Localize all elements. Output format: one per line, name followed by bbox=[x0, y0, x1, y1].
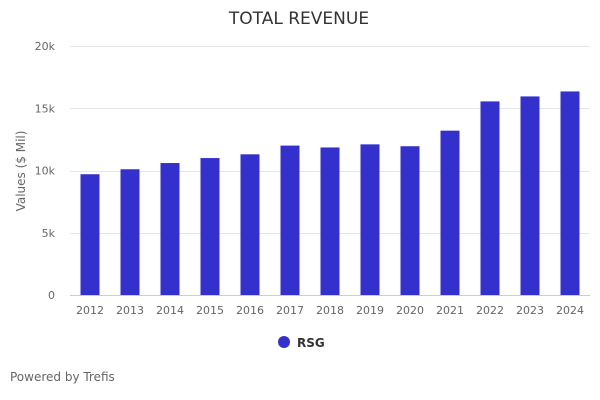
y-tick-label: 15k bbox=[35, 102, 56, 115]
y-tick-label: 20k bbox=[35, 40, 56, 53]
x-tick-label: 2023 bbox=[516, 304, 544, 317]
y-axis-label: Values ($ Mil) bbox=[14, 131, 28, 212]
x-tick-label: 2019 bbox=[356, 304, 384, 317]
legend[interactable]: RSG bbox=[278, 336, 325, 350]
x-tick-label: 2024 bbox=[556, 304, 584, 317]
bar-2023[interactable] bbox=[520, 96, 540, 295]
bar-2021[interactable] bbox=[440, 130, 460, 295]
x-tick-label: 2021 bbox=[436, 304, 464, 317]
bars bbox=[80, 91, 580, 295]
powered-by-footer[interactable]: Powered by Trefis bbox=[10, 370, 115, 384]
y-axis-ticks: 0 5k 10k 15k 20k bbox=[35, 40, 56, 302]
legend-label-rsg[interactable]: RSG bbox=[297, 336, 325, 350]
bar-2017[interactable] bbox=[280, 145, 300, 295]
x-tick-label: 2017 bbox=[276, 304, 304, 317]
x-tick-label: 2014 bbox=[156, 304, 184, 317]
bar-2022[interactable] bbox=[480, 101, 500, 295]
y-tick-label: 0 bbox=[48, 289, 55, 302]
bar-2014[interactable] bbox=[160, 163, 180, 295]
bar-2019[interactable] bbox=[360, 144, 380, 295]
x-tick-label: 2016 bbox=[236, 304, 264, 317]
x-tick-label: 2022 bbox=[476, 304, 504, 317]
bar-2018[interactable] bbox=[320, 147, 340, 295]
x-axis-ticks: 2012 2013 2014 2015 2016 2017 2018 2019 2020 2021… bbox=[76, 304, 584, 317]
bar-2015[interactable] bbox=[200, 158, 220, 295]
x-tick-label: 2012 bbox=[76, 304, 104, 317]
x-tick-label: 2020 bbox=[396, 304, 424, 317]
bar-2016[interactable] bbox=[240, 154, 260, 295]
bar-2024[interactable] bbox=[560, 91, 580, 295]
y-tick-label: 10k bbox=[35, 165, 56, 178]
y-tick-label: 5k bbox=[42, 227, 56, 240]
bar-2012[interactable] bbox=[80, 174, 100, 295]
bar-2013[interactable] bbox=[120, 169, 140, 295]
x-tick-label: 2013 bbox=[116, 304, 144, 317]
legend-swatch-rsg[interactable] bbox=[278, 336, 290, 348]
x-tick-label: 2015 bbox=[196, 304, 224, 317]
bar-2020[interactable] bbox=[400, 146, 420, 295]
x-tick-label: 2018 bbox=[316, 304, 344, 317]
chart-title: TOTAL REVENUE bbox=[228, 9, 369, 29]
